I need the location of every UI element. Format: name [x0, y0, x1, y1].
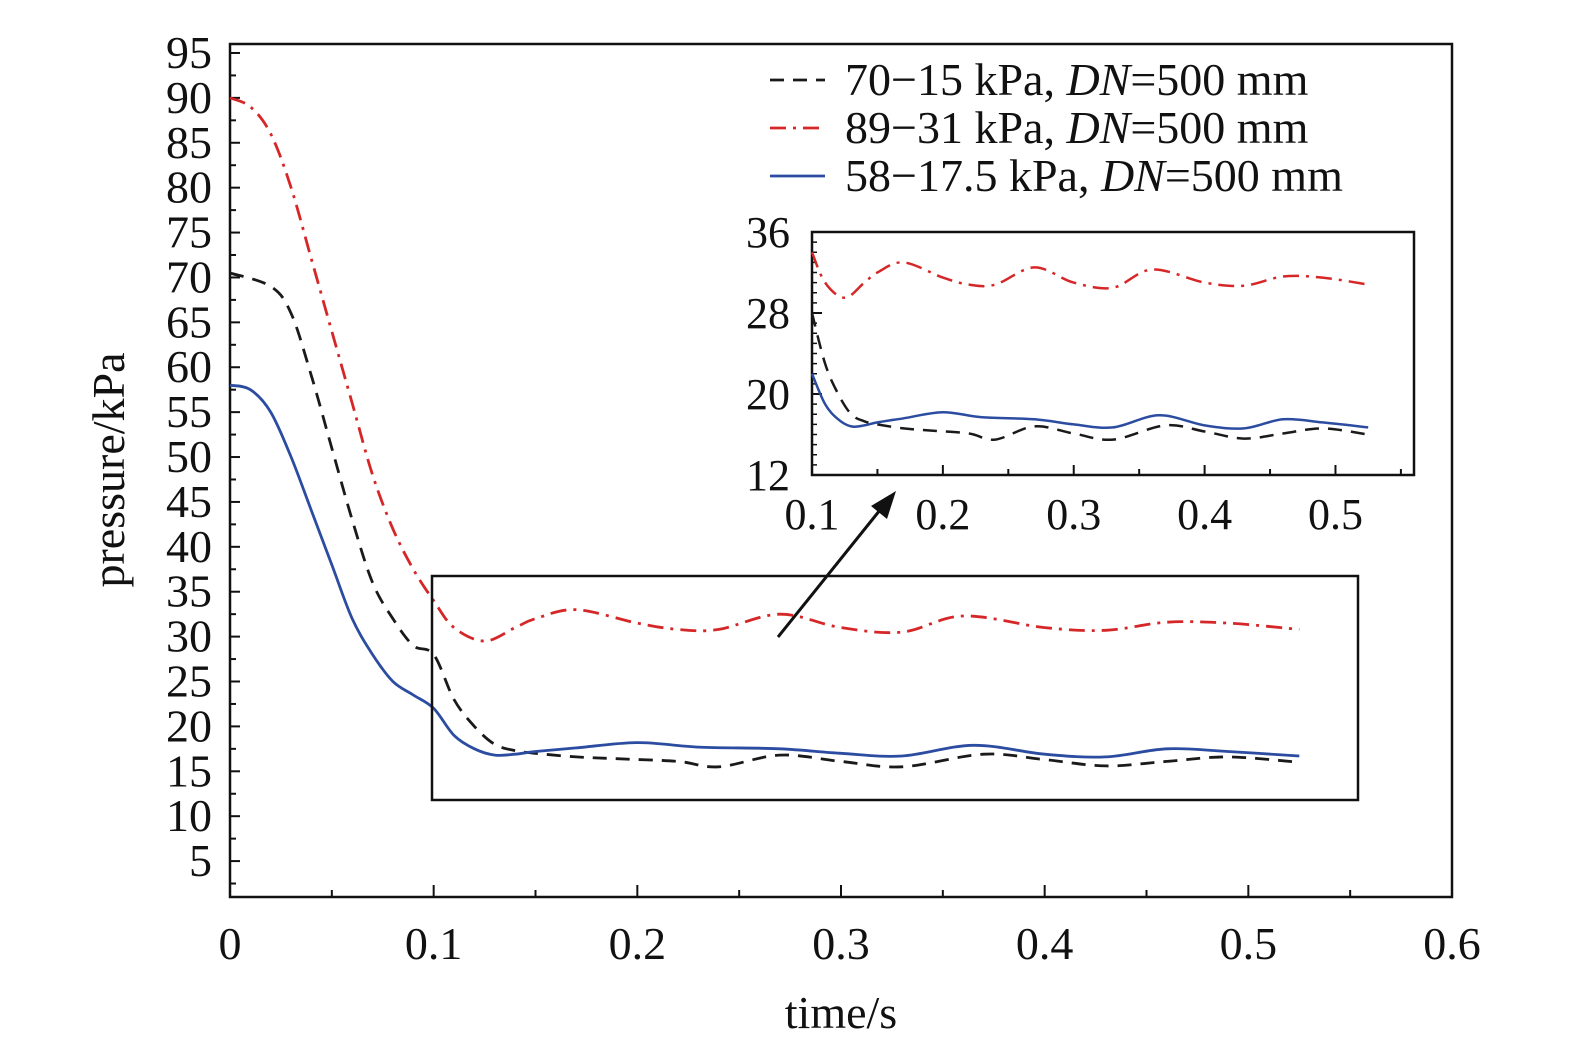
- inset-y-tick-label: 28: [746, 289, 790, 338]
- legend-label-italic: DN: [1065, 54, 1132, 105]
- legend-label-3: 58−17.5 kPa, DN=500 mm: [845, 150, 1343, 201]
- y-tick-label: 80: [166, 162, 212, 213]
- inset-x-tick-label: 0.4: [1177, 490, 1232, 539]
- inset-plot: 0.1 0.2 0.3 0.4 0.5 12 20 28 36: [746, 208, 1416, 539]
- y-tick-label: 25: [166, 656, 212, 707]
- y-tick-label: 35: [166, 566, 212, 617]
- inset-series-line-1: [810, 312, 1369, 442]
- x-tick-label: 0.5: [1220, 918, 1278, 969]
- y-tick-label: 10: [166, 790, 212, 841]
- main-axis-ticks: [229, 51, 1453, 897]
- inset-series-line-2: [810, 251, 1369, 300]
- main-series-lines: [229, 96, 1300, 769]
- y-tick-label: 90: [166, 72, 212, 123]
- inset-y-tick-labels: 12 20 28 36: [746, 208, 790, 500]
- legend-label-text: 70−15 kPa,: [845, 54, 1066, 105]
- main-x-tick-labels: 0 0.1 0.2 0.3 0.4 0.5 0.6: [219, 918, 1481, 969]
- y-tick-label: 40: [166, 521, 212, 572]
- inset-x-tick-label: 0.5: [1308, 490, 1363, 539]
- y-tick-label: 50: [166, 431, 212, 482]
- y-tick-label: 55: [166, 386, 212, 437]
- y-tick-label: 65: [166, 296, 212, 347]
- inset-y-tick-label: 20: [746, 370, 790, 419]
- y-axis-label: pressure/kPa: [83, 352, 134, 587]
- y-tick-label: 45: [166, 476, 212, 527]
- series-line-3: [229, 383, 1300, 759]
- inset-series-lines: [810, 251, 1369, 442]
- inset-plot-background: [812, 232, 1414, 475]
- x-tick-label: 0.3: [812, 918, 870, 969]
- x-tick-label: 0: [219, 918, 242, 969]
- series-line-1: [229, 271, 1300, 769]
- inset-x-tick-labels: 0.1 0.2 0.3 0.4 0.5: [785, 490, 1363, 539]
- legend-label-1: 70−15 kPa, DN=500 mm: [845, 54, 1309, 105]
- legend-label-text: 89−31 kPa,: [845, 102, 1066, 153]
- y-tick-label: 60: [166, 341, 212, 392]
- inset-x-tick-label: 0.1: [785, 490, 840, 539]
- y-tick-label: 30: [166, 611, 212, 662]
- y-tick-label: 5: [189, 835, 212, 886]
- x-axis-label: time/s: [785, 987, 897, 1038]
- x-tick-label: 0.6: [1423, 918, 1481, 969]
- legend-label-italic: DN: [1065, 102, 1132, 153]
- x-tick-label: 0.1: [405, 918, 463, 969]
- x-tick-label: 0.4: [1016, 918, 1074, 969]
- y-tick-label: 70: [166, 251, 212, 302]
- legend-label-text: 58−17.5 kPa,: [845, 150, 1101, 201]
- legend-label-suffix: =500 mm: [1130, 54, 1308, 105]
- legend-label-suffix: =500 mm: [1130, 102, 1308, 153]
- inset-axis-ticks: [811, 231, 1402, 476]
- inset-y-tick-label: 36: [746, 208, 790, 257]
- y-tick-label: 85: [166, 117, 212, 168]
- series-line-2: [229, 96, 1300, 643]
- zoom-arrow: [776, 491, 896, 638]
- y-tick-label: 95: [166, 27, 212, 78]
- inset-x-tick-label: 0.3: [1046, 490, 1101, 539]
- inset-series-line-3: [810, 373, 1369, 430]
- inset-y-tick-label: 12: [746, 451, 790, 500]
- main-plot: 0 0.1 0.2 0.3 0.4 0.5 0.6 51015202530354045505…: [166, 27, 1481, 969]
- x-tick-label: 0.2: [609, 918, 667, 969]
- legend-label-suffix: =500 mm: [1165, 150, 1343, 201]
- y-tick-label: 75: [166, 207, 212, 258]
- legend-label-italic: DN: [1100, 150, 1167, 201]
- y-tick-label: 20: [166, 700, 212, 751]
- zoom-region-box: [430, 574, 1360, 802]
- inset-x-tick-label: 0.2: [915, 490, 970, 539]
- legend-label-2: 89−31 kPa, DN=500 mm: [845, 102, 1309, 153]
- y-tick-label: 15: [166, 745, 212, 796]
